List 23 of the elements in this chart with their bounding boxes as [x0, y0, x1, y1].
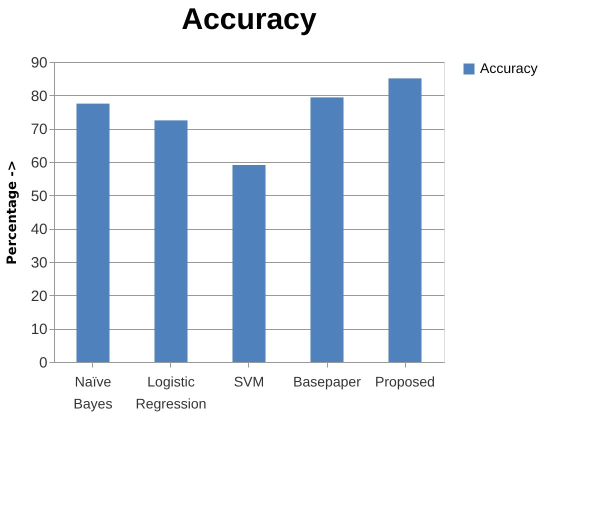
- y-tick-label: 80: [30, 88, 48, 105]
- chart-title: Accuracy: [181, 3, 317, 36]
- y-tick-label: 40: [30, 221, 48, 238]
- bar: [232, 165, 266, 362]
- bar: [388, 78, 422, 362]
- x-tick-label: Naïve Bayes: [74, 374, 112, 412]
- y-tick-label: 30: [30, 254, 48, 272]
- y-tick-label: 20: [30, 288, 48, 305]
- y-tick-label: 60: [30, 154, 48, 172]
- y-tick-label: 70: [30, 121, 48, 138]
- y-tick-label: 10: [30, 321, 48, 338]
- y-tick-label: 50: [30, 188, 48, 205]
- legend-label: Accuracy: [480, 60, 538, 76]
- y-axis-title: Percentage ->: [4, 160, 20, 265]
- y-tick-label: 90: [30, 54, 48, 72]
- bar: [154, 120, 188, 362]
- bar: [310, 97, 344, 362]
- y-tick-label: 0: [39, 354, 48, 372]
- x-tick-label: SVM: [234, 374, 264, 390]
- bar: [76, 104, 110, 362]
- x-tick-label: Logistic Regression: [136, 374, 206, 412]
- x-tick-label: Basepaper: [293, 374, 362, 390]
- x-tick-label: Proposed: [375, 374, 435, 390]
